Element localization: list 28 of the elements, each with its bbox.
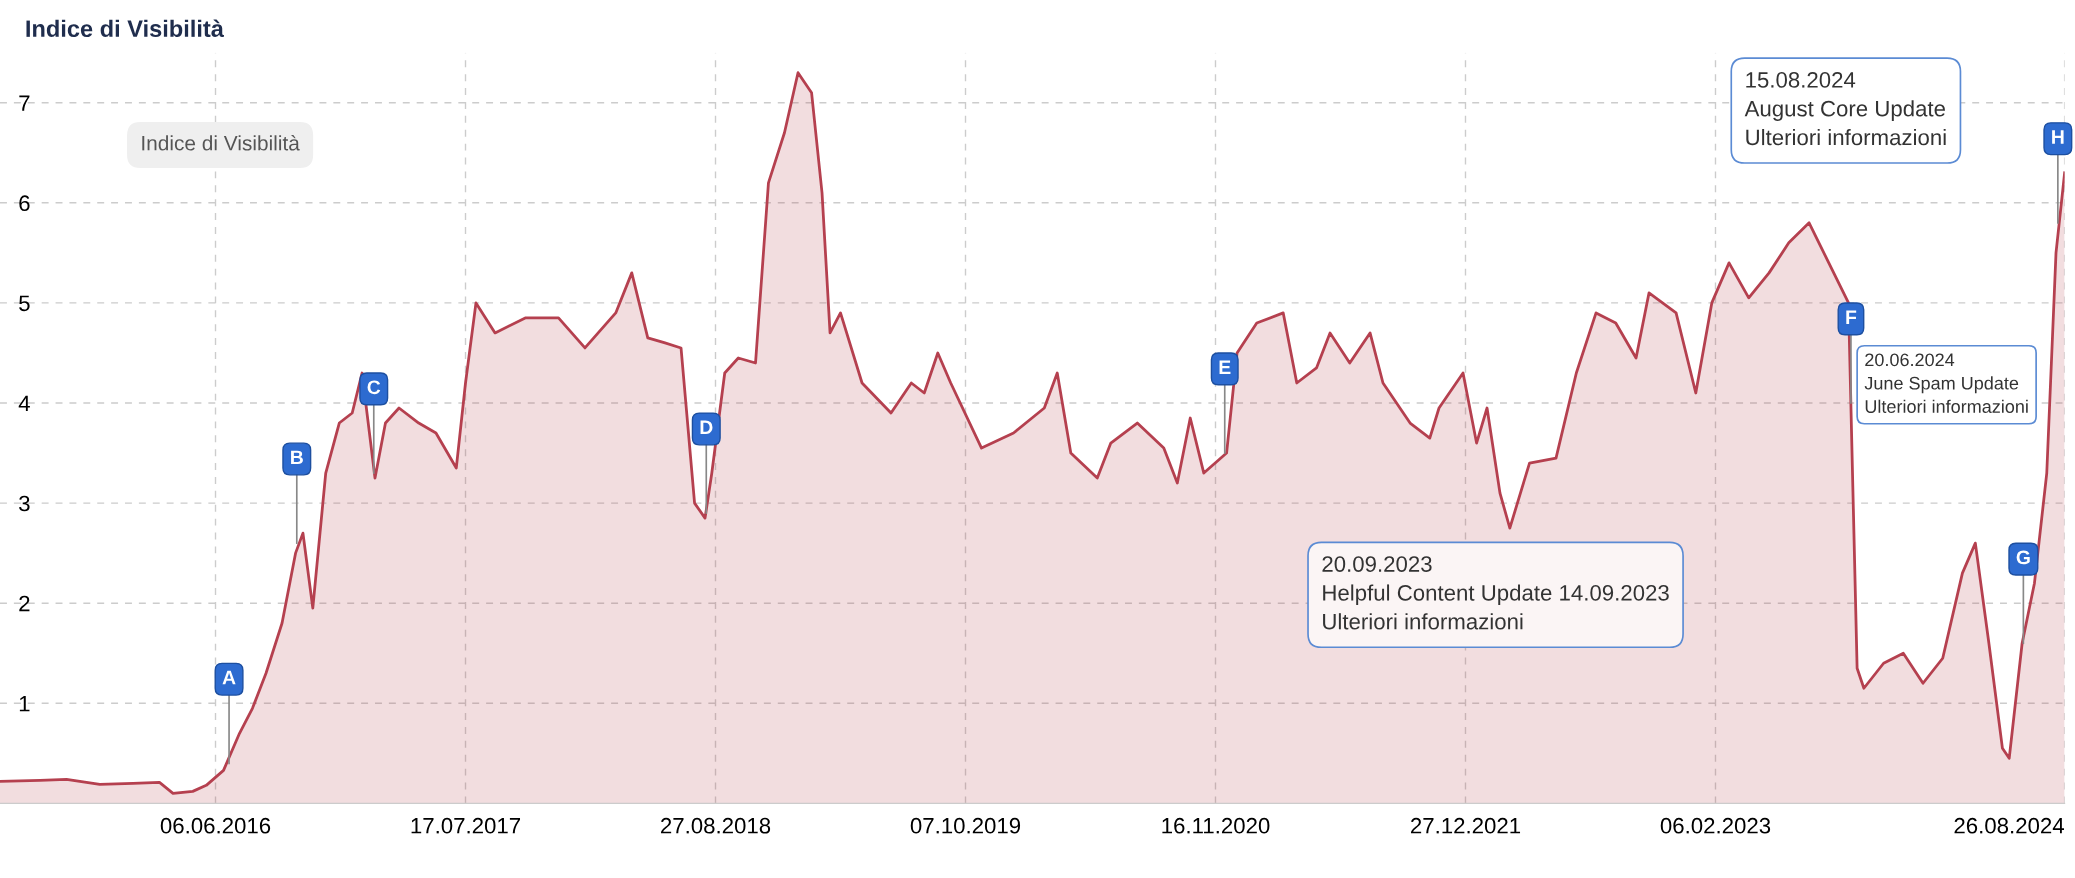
annotation: D <box>700 420 713 434</box>
annotation: H <box>2052 130 2064 144</box>
annotation: Indice di Visibilità <box>142 135 300 151</box>
annotation: G <box>2016 550 2030 565</box>
y-tick-label: 5 <box>19 295 30 312</box>
y-tick-label: 4 <box>18 395 30 412</box>
annotation: 20.06.2024 June Spam Update Ulteriori informazioni <box>1864 353 2028 413</box>
annotation: F <box>1846 310 1857 324</box>
x-tick-label: 26.08.2024 <box>1954 817 2064 834</box>
x-tick-label: 06.06.2016 <box>160 817 271 834</box>
y-tick-label: 6 <box>19 195 30 212</box>
x-tick-label: 27.08.2018 <box>661 817 771 834</box>
annotation: C <box>367 380 381 395</box>
annotation: A <box>222 670 236 685</box>
x-tick-label: 16.11.2020 <box>1162 817 1270 834</box>
annotation: E <box>1219 360 1231 374</box>
annotation: B <box>291 450 303 465</box>
x-tick-label: 17.07.2017 <box>411 817 521 834</box>
y-tick-label: 1 <box>19 696 30 712</box>
y-tick-label: 3 <box>19 495 30 512</box>
y-tick-label: 7 <box>19 95 30 111</box>
x-tick-label: 06.02.2023 <box>1660 817 1771 834</box>
x-tick-label: 27.12.2021 <box>1411 817 1521 834</box>
annotation: 15.08.2024 August Core Update Ulteriori informazioni <box>1744 72 1946 146</box>
annotation: 20.09.2023 Helpful Content Update 14.09.2023 Ulteriori informazioni <box>1322 556 1669 630</box>
x-tick-label: 07.10.2019 <box>910 817 1021 834</box>
chart-title: Indice di Visibilità <box>26 19 224 38</box>
y-tick-label: 2 <box>19 595 30 612</box>
